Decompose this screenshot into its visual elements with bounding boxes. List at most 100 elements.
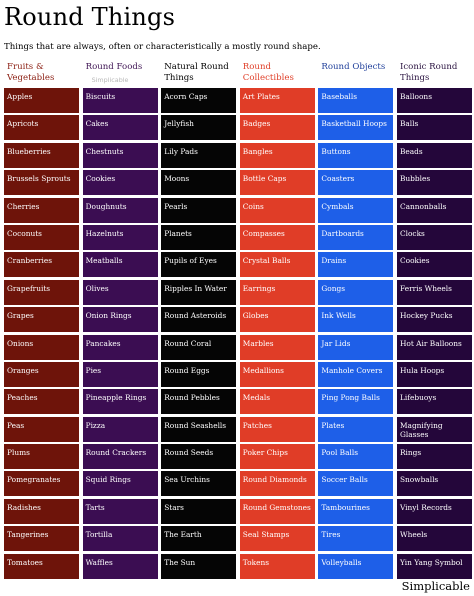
item-list: Apples Apricots Blueberries Brussels Sprout… (4, 88, 79, 579)
item-cell: Plates (318, 416, 394, 442)
item-cell: Round Eggs (161, 361, 237, 387)
item-cell: Coconuts (4, 224, 79, 250)
column-heading: Fruits & Vegetables (4, 62, 79, 88)
item-cell: Patches (239, 416, 315, 442)
item-cell: Manhole Covers (318, 361, 394, 387)
item-cell: Ping Pong Balls (318, 389, 394, 415)
item-cell: Seal Stamps (239, 526, 315, 552)
item-cell: Medals (239, 389, 315, 415)
item-cell: Coasters (318, 170, 394, 196)
column-heading: Round Foods Simplicable (83, 62, 158, 88)
item-cell: Cookies (396, 252, 472, 278)
item-cell: Bangles (239, 142, 315, 168)
column-heading-text: Iconic Round Things (399, 62, 458, 83)
category-column: Round Foods Simplicable Biscuits Cakes Chest… (82, 62, 158, 579)
item-cell: Baseballs (318, 88, 394, 113)
item-cell: Tortilla (82, 526, 158, 552)
item-cell: Basketball Hoops (318, 115, 394, 141)
item-cell: Lily Pads (161, 142, 237, 168)
item-cell: Plums (4, 444, 79, 470)
item-cell: Doughnuts (82, 197, 158, 223)
item-cell: Round Crackers (82, 444, 158, 470)
item-cell: Bottle Caps (239, 170, 315, 196)
item-cell: Tambourines (318, 498, 394, 524)
item-cell: Art Plates (239, 88, 315, 113)
item-cell: Vinyl Records (396, 498, 472, 524)
item-cell: Jar Lids (318, 334, 394, 360)
item-cell: Clocks (396, 224, 472, 250)
item-cell: Crystal Balls (239, 252, 315, 278)
item-cell: Tires (318, 526, 394, 552)
item-cell: Snowballs (396, 471, 472, 497)
category-grid: Fruits & Vegetables Apples Apricots Blueber… (4, 62, 472, 579)
item-cell: Pearls (161, 197, 237, 223)
item-list: Acorn Caps Jellyfish Lily Pads Moons Pearls P… (161, 88, 237, 579)
item-cell: Planets (161, 224, 237, 250)
item-cell: Stars (161, 498, 237, 524)
page-subtitle: Things that are always, often or charact… (4, 42, 321, 52)
item-cell: Grapes (4, 307, 79, 333)
category-column: Round Collectibles Art Plates Badges Bangle… (239, 62, 315, 579)
item-cell: Cranberries (4, 252, 79, 278)
item-cell: Medallions (239, 361, 315, 387)
column-heading: Iconic Round Things (397, 62, 472, 88)
item-cell: Volleyballs (318, 553, 394, 579)
item-cell: Tarts (82, 498, 158, 524)
column-heading: Round Objects (318, 62, 393, 88)
item-cell: Apples (4, 88, 79, 113)
item-cell: Dartboards (318, 224, 394, 250)
item-list: Art Plates Badges Bangles Bottle Caps Coins C… (239, 88, 315, 579)
column-heading-text: Natural Round Things (164, 62, 229, 83)
item-cell: Hockey Pucks (396, 307, 472, 333)
item-cell: Blueberries (4, 142, 79, 168)
item-cell: Yin Yang Symbol (396, 553, 472, 579)
watermark-note: Simplicable (91, 76, 129, 84)
item-cell: Radishes (4, 498, 79, 524)
item-cell: Moons (161, 170, 237, 196)
item-cell: Oranges (4, 361, 79, 387)
item-cell: Balloons (396, 88, 472, 113)
category-column: Round Objects Baseballs Basketball Hoops Bu… (318, 62, 394, 579)
item-cell: Onions (4, 334, 79, 360)
item-cell: Round Seashells (161, 416, 237, 442)
item-cell: Cannonballs (396, 197, 472, 223)
footer-brand: Simplicable (401, 579, 470, 593)
item-cell: Ripples In Water (161, 279, 237, 305)
item-cell: Sea Urchins (161, 471, 237, 497)
item-cell: Buttons (318, 142, 394, 168)
item-cell: Balls (396, 115, 472, 141)
item-cell: Round Asteroids (161, 307, 237, 333)
page-title: Round Things (4, 3, 176, 31)
item-cell: Cymbals (318, 197, 394, 223)
item-cell: Round Coral (161, 334, 237, 360)
item-cell: Tangerines (4, 526, 79, 552)
column-heading-text: Round Collectibles (242, 62, 294, 83)
item-cell: Pupils of Eyes (161, 252, 237, 278)
item-cell: Cherries (4, 197, 79, 223)
column-heading-text: Fruits & Vegetables (7, 62, 55, 83)
item-cell: Cookies (82, 170, 158, 196)
category-column: Iconic Round Things Balloons Balls Beads Bub… (396, 62, 472, 579)
item-cell: Pineapple Rings (82, 389, 158, 415)
item-cell: Peaches (4, 389, 79, 415)
item-cell: Grapefruits (4, 279, 79, 305)
item-cell: Biscuits (82, 88, 158, 113)
item-cell: Olives (82, 279, 158, 305)
item-cell: Coins (239, 197, 315, 223)
column-heading-text: Round Foods (85, 62, 143, 72)
item-cell: Beads (396, 142, 472, 168)
item-cell: Round Pebbles (161, 389, 237, 415)
item-cell: Ferris Wheels (396, 279, 472, 305)
item-cell: Chestnuts (82, 142, 158, 168)
item-cell: Tomatoes (4, 553, 79, 579)
item-cell: Bubbles (396, 170, 472, 196)
item-cell: Brussels Sprouts (4, 170, 79, 196)
item-cell: Globes (239, 307, 315, 333)
item-cell: Hazelnuts (82, 224, 158, 250)
item-cell: Marbles (239, 334, 315, 360)
category-column: Fruits & Vegetables Apples Apricots Blueber… (4, 62, 79, 579)
item-cell: Compasses (239, 224, 315, 250)
item-list: Biscuits Cakes Chestnuts Cookies Doughnuts Ha… (82, 88, 158, 579)
item-cell: Apricots (4, 115, 79, 141)
item-cell: Rings (396, 444, 472, 470)
